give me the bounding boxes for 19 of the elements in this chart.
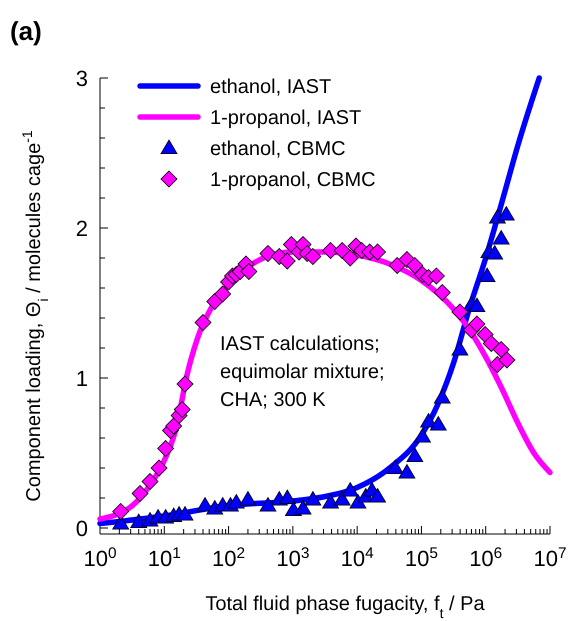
y-tick-label: 1	[76, 366, 88, 391]
x-tick-label: 10$^{3}$	[276, 544, 310, 571]
x-tick-label: 10$^{0}$	[83, 544, 117, 571]
legend-label: ethanol, CBMC	[210, 138, 346, 160]
legend-label: ethanol, IAST	[210, 76, 332, 98]
y-tick-label: 2	[76, 216, 88, 241]
y-tick-label: 0	[76, 516, 88, 541]
x-tick-label: 10$^{1}$	[148, 544, 181, 571]
x-tick-label: 10$^{6}$	[469, 544, 502, 571]
legend-label: 1-propanol, IAST	[210, 107, 362, 129]
legend-label: 1-propanol, CBMC	[210, 169, 376, 191]
y-tick-label: 3	[76, 66, 88, 91]
x-tick-label: 10$^{5}$	[404, 544, 438, 571]
x-axis-title: Total fluid phase fugacity, f$_{t}$ / Pa	[205, 593, 486, 621]
x-tick-label: 10$^{2}$	[212, 544, 246, 571]
x-tick-label: 10$^{4}$	[340, 544, 374, 571]
annotation: IAST calculations; equimolar mixture; CHA; 300 K	[220, 333, 385, 411]
x-tick-label: 10$^{7}$	[533, 544, 567, 571]
chart-title: (a)	[10, 16, 42, 46]
